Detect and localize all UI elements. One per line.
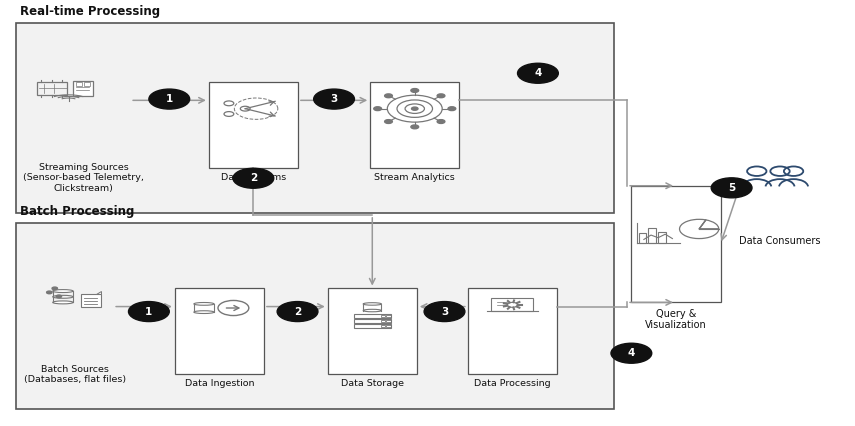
- Circle shape: [611, 343, 652, 363]
- Text: 4: 4: [628, 348, 635, 358]
- Text: 5: 5: [728, 183, 735, 193]
- Text: Data Consumers: Data Consumers: [740, 236, 821, 246]
- Circle shape: [411, 89, 419, 92]
- Ellipse shape: [363, 309, 381, 312]
- Circle shape: [385, 94, 392, 98]
- Bar: [15, 223, 615, 409]
- Circle shape: [149, 89, 190, 109]
- Text: 1: 1: [145, 307, 152, 317]
- Text: 1: 1: [166, 94, 173, 104]
- Bar: [386, 320, 391, 322]
- Circle shape: [374, 107, 381, 111]
- Circle shape: [448, 107, 456, 111]
- Bar: [354, 319, 391, 322]
- Bar: [380, 315, 386, 317]
- Text: Data Streams: Data Streams: [221, 173, 286, 182]
- Bar: [492, 298, 534, 311]
- Bar: [76, 83, 82, 86]
- Circle shape: [52, 287, 57, 290]
- Circle shape: [385, 120, 392, 124]
- Bar: [658, 232, 666, 243]
- Bar: [209, 82, 298, 168]
- Ellipse shape: [53, 290, 74, 293]
- Text: 3: 3: [441, 307, 448, 317]
- Bar: [354, 314, 391, 318]
- Circle shape: [277, 302, 318, 322]
- Circle shape: [517, 63, 558, 83]
- Bar: [380, 320, 386, 322]
- Text: Streaming Sources
(Sensor-based Telemetry,
Clickstream): Streaming Sources (Sensor-based Telemetr…: [23, 163, 144, 193]
- Circle shape: [437, 120, 445, 124]
- Bar: [631, 186, 721, 302]
- Text: Batch Sources
(Databases, flat files): Batch Sources (Databases, flat files): [24, 365, 126, 384]
- Bar: [354, 324, 391, 328]
- Text: Data Storage: Data Storage: [341, 380, 404, 389]
- Text: Data Processing: Data Processing: [475, 380, 551, 389]
- Circle shape: [424, 302, 465, 322]
- Bar: [174, 288, 264, 374]
- Text: Data Ingestion: Data Ingestion: [185, 380, 254, 389]
- Bar: [15, 23, 615, 213]
- Text: 4: 4: [534, 68, 541, 78]
- Text: 2: 2: [294, 307, 301, 317]
- Circle shape: [56, 295, 62, 298]
- Bar: [386, 315, 391, 317]
- Bar: [370, 82, 459, 168]
- Ellipse shape: [194, 311, 214, 314]
- Bar: [73, 81, 93, 95]
- Text: 2: 2: [250, 173, 257, 183]
- Circle shape: [711, 178, 752, 198]
- Text: Real-time Processing: Real-time Processing: [20, 5, 160, 18]
- Bar: [468, 288, 557, 374]
- Text: Query &
Visualization: Query & Visualization: [645, 309, 707, 330]
- Bar: [38, 81, 68, 95]
- Bar: [639, 233, 646, 243]
- Bar: [80, 294, 101, 307]
- Polygon shape: [96, 291, 101, 294]
- Circle shape: [314, 89, 355, 109]
- Bar: [84, 83, 90, 86]
- Text: Stream Analytics: Stream Analytics: [374, 173, 455, 182]
- Bar: [380, 325, 386, 327]
- Ellipse shape: [53, 301, 74, 304]
- Circle shape: [411, 125, 419, 129]
- Circle shape: [233, 168, 274, 188]
- Ellipse shape: [363, 303, 381, 305]
- Text: Batch Processing: Batch Processing: [20, 205, 134, 218]
- Ellipse shape: [194, 302, 214, 305]
- Circle shape: [437, 94, 445, 98]
- Circle shape: [47, 291, 52, 294]
- Circle shape: [128, 302, 169, 322]
- Text: 3: 3: [330, 94, 338, 104]
- Bar: [327, 288, 417, 374]
- Circle shape: [411, 107, 418, 110]
- Bar: [648, 228, 657, 243]
- Bar: [386, 325, 391, 327]
